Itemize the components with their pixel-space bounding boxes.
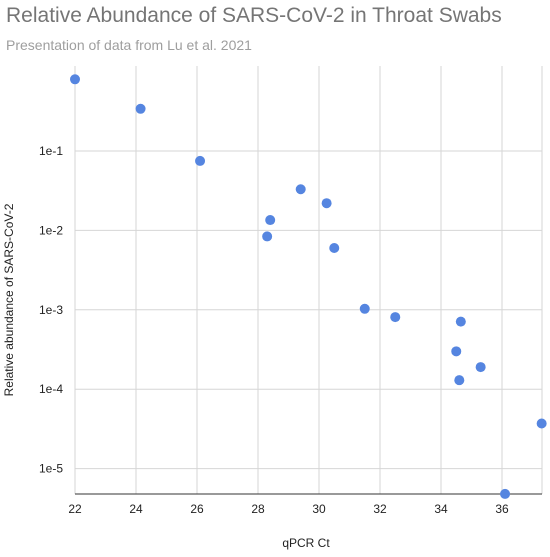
data-point [359,303,370,314]
data-point [321,198,332,209]
data-point [262,231,273,242]
x-tick-labels: 22 24 26 28 30 32 34 36 [68,502,509,516]
x-tick-label: 24 [129,502,143,516]
x-tick-label: 30 [312,502,326,516]
chart-title: Relative Abundance of SARS-CoV-2 in Thro… [6,4,502,27]
x-axis-title: qPCR Ct [282,536,330,550]
data-point [390,312,401,323]
y-tick-label: 1e-5 [39,462,63,476]
data-point [195,155,206,166]
chart-subtitle: Presentation of data from Lu et al. 2021 [6,37,252,53]
data-point [475,362,486,373]
data-point [536,418,547,429]
y-tick-label: 1e-4 [39,382,63,396]
x-tick-label: 36 [495,502,509,516]
data-point [500,488,511,499]
x-tick-label: 32 [373,502,387,516]
data-point [70,74,80,85]
gridlines [74,66,543,495]
data-point [265,215,276,226]
data-point [451,346,462,357]
data-point [455,316,466,327]
y-tick-label: 1e-1 [39,144,63,158]
y-axis-title: Relative abundance of SARS-CoV-2 [2,203,16,396]
x-tick-label: 34 [434,502,448,516]
x-tick-label: 26 [190,502,204,516]
x-tick-label: 28 [251,502,265,516]
y-tick-labels: 1e-1 1e-2 1e-3 1e-4 1e-5 [39,144,63,476]
y-tick-label: 1e-2 [39,223,63,237]
x-tick-label: 22 [68,502,82,516]
data-point [454,375,465,386]
data-point [295,184,306,195]
y-tick-label: 1e-3 [39,303,63,317]
data-points [70,74,547,499]
data-point [329,243,340,254]
data-point [135,103,146,114]
